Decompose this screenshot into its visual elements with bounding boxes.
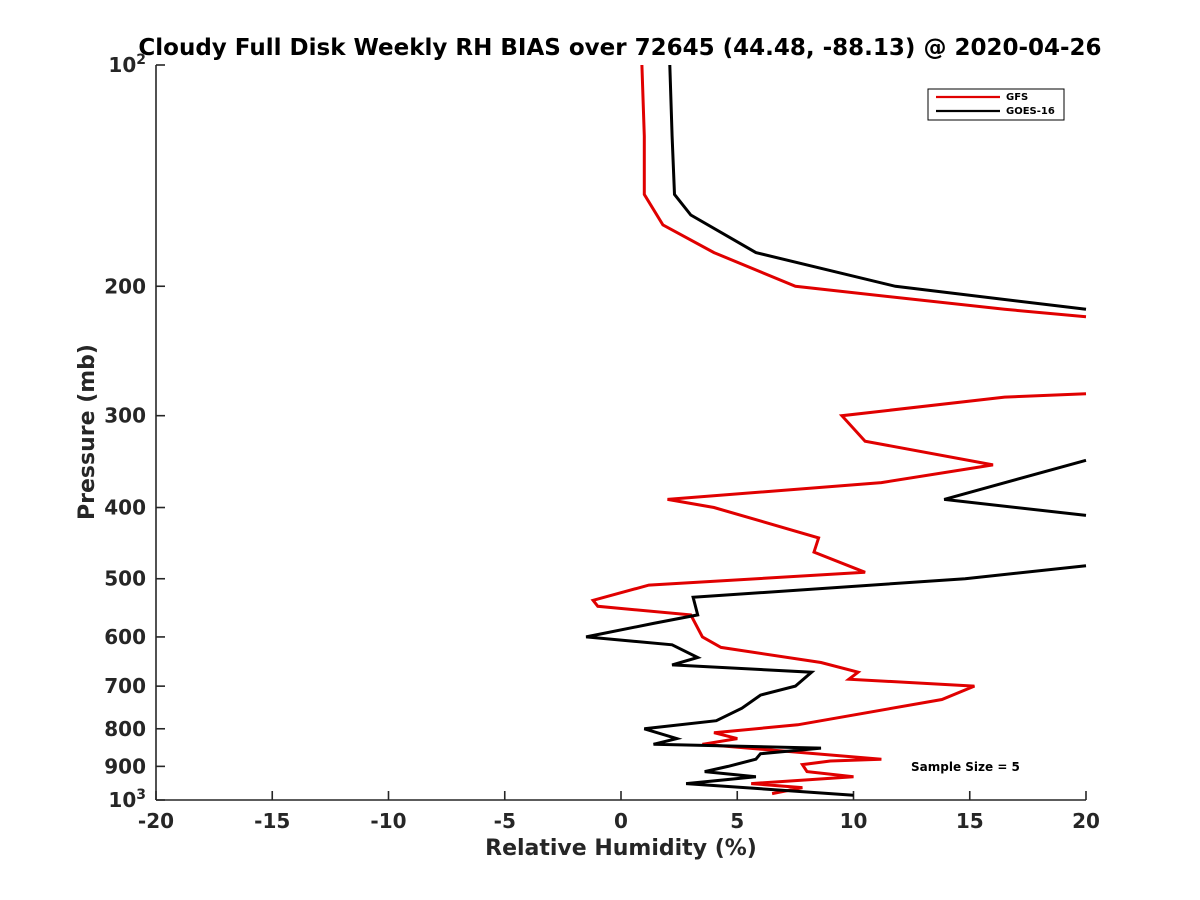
- x-tick-label: 10: [840, 809, 868, 833]
- y-tick-label: 103: [108, 787, 146, 812]
- y-tick-label: 300: [104, 404, 146, 428]
- series-line-goes16: [668, 64, 1087, 311]
- y-ticks: 102 200 300 400 500 600 700 800 900 103: [104, 52, 165, 812]
- x-tick-label: -20: [138, 809, 174, 833]
- x-tick-label: 15: [956, 809, 984, 833]
- series-line-gfs: [590, 392, 1087, 796]
- y-tick-label: 400: [104, 496, 146, 520]
- legend-label-goes16: GOES-16: [1006, 106, 1055, 117]
- y-tick-label: 900: [104, 754, 146, 778]
- y-tick-label: 800: [104, 717, 146, 741]
- x-axis-label: Relative Humidity (%): [485, 836, 757, 861]
- y-tick-label: 700: [104, 674, 146, 698]
- chart-title: Cloudy Full Disk Weekly RH BIAS over 726…: [138, 35, 1101, 61]
- x-tick-label: -5: [494, 809, 516, 833]
- y-tick-label: 600: [104, 625, 146, 649]
- legend-box: [927, 88, 1065, 121]
- x-tick-label: 0: [614, 809, 628, 833]
- x-tick-label: 20: [1072, 809, 1100, 833]
- y-tick-label: 102: [108, 52, 146, 77]
- x-tick-label: -15: [254, 809, 290, 833]
- series-lines: [585, 64, 1087, 797]
- y-tick-label: 500: [104, 567, 146, 591]
- plot-area: -20 -15 -10 -5 0 5 10 15 20 102 200 300 400 500 600 70…: [104, 52, 1100, 833]
- x-tick-label: -10: [370, 809, 406, 833]
- legend-label-gfs: GFS: [1006, 92, 1028, 103]
- series-line-goes16: [585, 564, 1087, 797]
- y-axis-label: Pressure (mb): [75, 344, 100, 520]
- x-ticks: -20 -15 -10 -5 0 5 10 15 20: [138, 791, 1100, 833]
- series-line-gfs: [640, 64, 1087, 319]
- sample-size-annotation: Sample Size = 5: [911, 760, 1020, 774]
- x-tick-label: 5: [730, 809, 744, 833]
- legend: GFS GOES-16: [927, 88, 1065, 121]
- y-tick-label: 200: [104, 274, 146, 298]
- series-line-goes16: [943, 458, 1087, 517]
